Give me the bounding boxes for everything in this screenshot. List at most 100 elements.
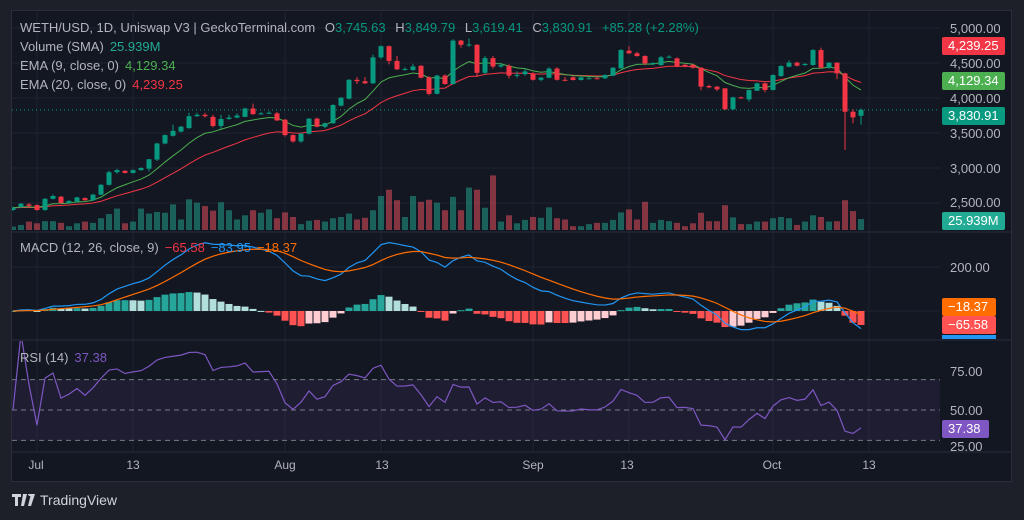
volume-bar — [554, 218, 560, 230]
candle — [842, 72, 848, 151]
volume-bar — [34, 223, 40, 230]
candle — [138, 167, 144, 171]
candle — [642, 55, 648, 66]
candle — [18, 203, 24, 208]
volume-bar — [562, 219, 568, 230]
candle-body — [106, 172, 112, 185]
macd-axis-label: 200.00 — [950, 260, 990, 275]
high-value: 3,849.79 — [404, 20, 456, 35]
symbol-legend[interactable]: WETH/USD, 1D, Uniswap V3 | GeckoTerminal… — [20, 20, 705, 35]
macd-histogram-bar — [641, 308, 649, 311]
candle — [786, 60, 792, 68]
close-value: 3,830.91 — [541, 20, 593, 35]
candle — [330, 104, 336, 124]
candle — [218, 114, 224, 129]
candle — [850, 109, 856, 124]
candle-body — [306, 118, 312, 134]
candle — [666, 55, 672, 59]
candle-body — [690, 64, 696, 68]
volume-bar — [570, 226, 576, 230]
candle-body — [858, 109, 864, 116]
ema9-legend-value: 4,129.34 — [124, 58, 176, 73]
candle-body — [90, 194, 96, 201]
volume-legend-label: Volume (SMA) — [20, 39, 104, 54]
macd-histogram-bar — [809, 299, 817, 311]
candle-body — [770, 75, 776, 91]
tradingview-branding[interactable]: TradingView — [12, 492, 117, 508]
macd-histogram-bar — [433, 311, 441, 319]
candle — [690, 64, 696, 69]
candle — [98, 184, 104, 196]
volume-bar — [330, 218, 336, 230]
macd-histogram-bar — [545, 311, 553, 323]
candle — [618, 49, 624, 69]
volume-bar — [434, 202, 440, 230]
candle-body — [498, 65, 504, 67]
macd-histogram-bar — [817, 301, 825, 311]
volume-bar — [786, 218, 792, 230]
macd-histogram-bar — [329, 311, 337, 318]
macd-histogram-bar — [241, 306, 249, 311]
volume-legend[interactable]: Volume (SMA) 25.939M — [20, 39, 166, 54]
candle — [130, 169, 136, 174]
macd-histogram-bar — [249, 308, 257, 311]
volume-bar — [12, 226, 16, 230]
macd-histogram-bar — [281, 311, 289, 321]
candle — [194, 112, 200, 117]
candle — [250, 103, 256, 115]
rsi-tag: 37.38 — [942, 420, 989, 438]
macd-histogram-bar — [561, 311, 569, 324]
volume-bar — [546, 207, 552, 230]
candle-body — [298, 133, 304, 142]
volume-bar — [306, 220, 312, 230]
macd-histogram-bar — [297, 311, 305, 327]
candle — [298, 133, 304, 143]
volume-bar — [594, 222, 600, 230]
candle — [418, 65, 424, 79]
candle-body — [362, 81, 368, 84]
candle — [546, 67, 552, 79]
candle — [778, 65, 784, 77]
candle-body — [266, 112, 272, 114]
candle-body — [474, 44, 480, 73]
candle — [770, 74, 776, 91]
macd-histogram-bar — [73, 308, 81, 311]
rsi-legend[interactable]: RSI (14) 37.38 — [20, 350, 113, 365]
volume-bar — [682, 226, 688, 230]
candle-body — [234, 115, 240, 118]
time-axis-label: 13 — [862, 458, 876, 472]
volume-bar — [578, 226, 584, 230]
volume-bar — [730, 217, 736, 230]
candle-body — [170, 130, 176, 136]
candle — [738, 96, 744, 99]
ema9-legend[interactable]: EMA (9, close, 0) 4,129.34 — [20, 58, 182, 73]
price-axis-label: 2,500.00 — [950, 195, 1001, 210]
volume-bar — [850, 211, 856, 230]
candle-body — [186, 116, 192, 129]
volume-bar — [746, 224, 752, 230]
candle — [554, 67, 560, 81]
candle — [506, 64, 512, 79]
candle-body — [18, 203, 24, 208]
ema20-legend[interactable]: EMA (20, close, 0) 4,239.25 — [20, 77, 189, 92]
macd-histogram-bar — [137, 300, 145, 311]
candle-body — [554, 68, 560, 80]
candle — [682, 64, 688, 68]
candle-body — [466, 44, 472, 46]
candle — [12, 206, 16, 211]
price-axis-label: 4,500.00 — [950, 56, 1001, 71]
candle — [122, 170, 128, 174]
candle — [82, 197, 88, 201]
candle — [522, 68, 528, 76]
macd-histogram-bar — [553, 311, 561, 323]
candle — [114, 168, 120, 174]
symbol-title[interactable]: WETH/USD, 1D, Uniswap V3 | GeckoTerminal… — [20, 20, 316, 35]
macd-legend[interactable]: MACD (12, 26, close, 9) −65.58 −83.95 −18.3… — [20, 240, 303, 255]
candle — [674, 57, 680, 68]
macd-hist-value: −65.58 — [164, 240, 205, 255]
macd-histogram-bar — [105, 302, 113, 311]
candle — [594, 77, 600, 80]
candle-body — [434, 75, 440, 94]
ema20-price-tag: 4,239.25 — [942, 37, 1005, 55]
